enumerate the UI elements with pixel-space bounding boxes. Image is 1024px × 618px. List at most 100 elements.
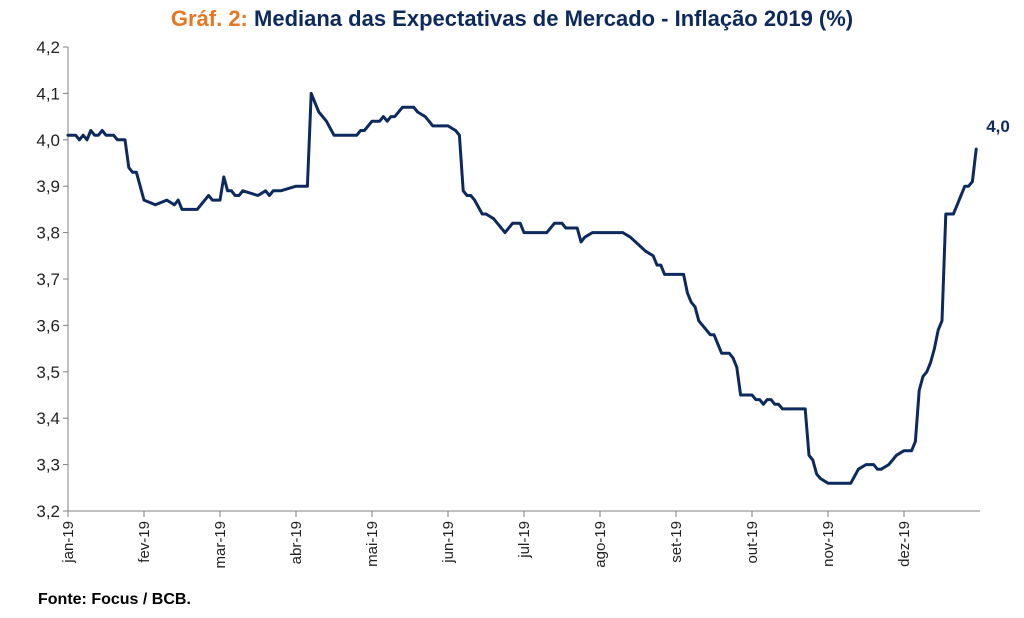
data-point	[408, 106, 412, 109]
data-point	[545, 231, 548, 234]
y-tick-label: 3,4	[36, 409, 60, 428]
data-point	[142, 198, 146, 202]
data-point	[469, 194, 472, 197]
data-point	[591, 231, 594, 234]
y-tick-label: 4,2	[36, 38, 60, 57]
data-point	[629, 236, 632, 239]
data-point	[693, 305, 697, 308]
data-point	[682, 273, 685, 276]
data-point	[264, 189, 267, 192]
data-point	[526, 231, 529, 234]
data-point	[796, 407, 799, 411]
data-point	[180, 208, 184, 211]
data-point	[834, 482, 837, 485]
data-point	[344, 134, 347, 137]
data-point	[481, 212, 484, 216]
data-point	[104, 134, 108, 137]
x-tick-label: mar-19	[212, 521, 229, 569]
data-point	[929, 361, 932, 364]
data-point	[511, 222, 514, 225]
y-tick-label: 3,5	[36, 363, 60, 382]
data-point	[211, 198, 214, 202]
data-point	[606, 231, 609, 234]
x-tick-label: dez-19	[896, 521, 913, 567]
data-point	[807, 454, 811, 457]
data-point	[876, 468, 879, 471]
y-tick-label: 3,9	[36, 177, 60, 196]
data-point	[446, 124, 450, 128]
data-point	[412, 106, 415, 109]
chart-title-text: Mediana das Expectativas de Mercado - In…	[254, 6, 854, 31]
data-point	[709, 333, 712, 336]
data-point	[332, 134, 336, 137]
data-point	[382, 115, 385, 118]
data-point	[230, 189, 233, 192]
data-point	[340, 134, 343, 137]
data-point	[891, 458, 894, 462]
data-point	[918, 389, 921, 392]
data-point	[454, 129, 457, 132]
data-point	[583, 236, 586, 239]
data-point	[325, 120, 328, 123]
data-point	[956, 203, 959, 206]
data-point	[937, 328, 940, 332]
data-point	[811, 458, 814, 462]
data-point	[503, 231, 507, 234]
y-tick-label: 3,8	[36, 224, 60, 243]
x-tick-label: set-19	[668, 521, 685, 563]
data-point	[458, 134, 461, 137]
data-point	[378, 120, 381, 123]
data-point	[849, 482, 852, 485]
y-tick-label: 4,1	[36, 84, 60, 103]
data-point	[222, 175, 225, 179]
data-point	[777, 403, 780, 406]
data-point	[921, 375, 925, 378]
x-tick-label: fev-19	[136, 521, 153, 563]
data-point	[735, 366, 738, 369]
data-point	[754, 398, 757, 401]
data-point	[667, 273, 670, 276]
y-tick-label: 3,7	[36, 270, 60, 289]
data-point	[617, 231, 621, 234]
data-point	[530, 231, 533, 234]
data-point	[519, 222, 522, 225]
data-point	[690, 301, 693, 304]
data-point	[484, 212, 488, 216]
data-point	[462, 189, 465, 192]
x-tick-label: jan-19	[60, 521, 77, 564]
data-point	[218, 198, 222, 202]
data-point	[389, 115, 393, 118]
data-point	[644, 250, 647, 253]
data-point	[906, 449, 909, 452]
data-point	[78, 138, 81, 141]
data-point	[401, 106, 404, 109]
data-point	[655, 263, 659, 267]
data-point	[348, 134, 351, 137]
data-point	[933, 347, 936, 350]
data-point	[97, 134, 100, 137]
x-tick-label: ago-19	[592, 521, 609, 568]
data-point	[659, 263, 662, 267]
x-tick-label: nov-19	[820, 521, 837, 567]
data-point	[310, 92, 313, 95]
data-point	[914, 440, 917, 443]
x-tick-label: jun-19	[440, 521, 457, 564]
data-point	[131, 171, 134, 174]
data-point	[773, 403, 776, 406]
data-point	[731, 356, 735, 360]
y-tick-label: 4,0	[36, 131, 60, 150]
data-point	[610, 231, 613, 234]
data-point	[393, 115, 396, 118]
data-point	[887, 463, 890, 466]
data-point	[819, 477, 822, 480]
data-point	[769, 398, 773, 401]
data-point	[154, 203, 157, 206]
data-point	[127, 166, 130, 169]
data-point	[579, 240, 583, 244]
data-point	[207, 194, 210, 197]
data-point	[522, 231, 526, 234]
chart-title-prefix: Gráf. 2:	[170, 6, 248, 31]
data-point	[196, 208, 199, 211]
data-point	[804, 407, 807, 411]
